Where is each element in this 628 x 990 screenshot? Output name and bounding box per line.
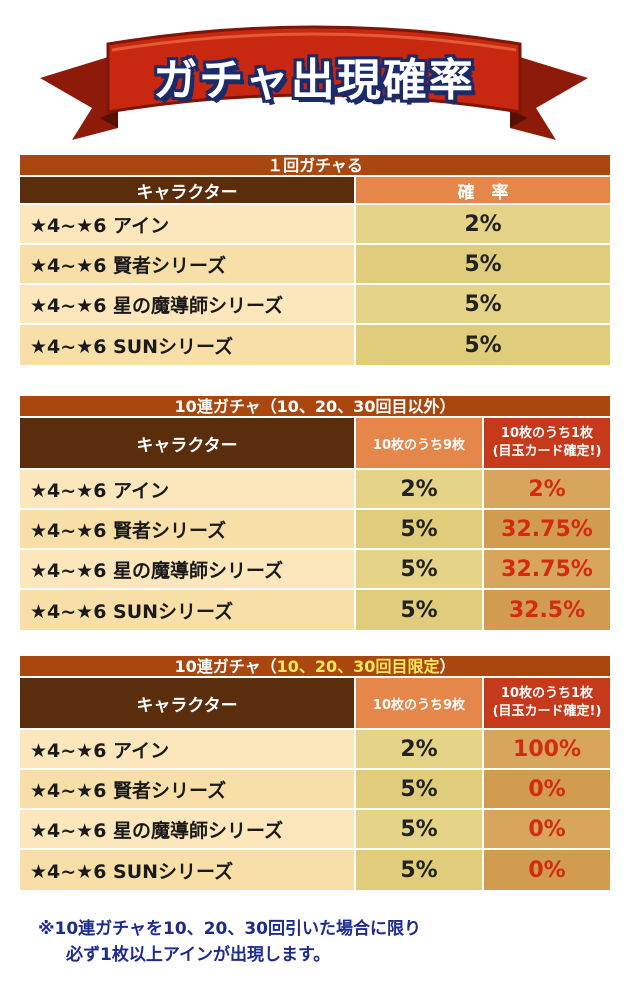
nine-card-rate: 5% [356,550,482,588]
one-card-rate: 0% [482,810,610,848]
table-title-highlight: 10、20、30回目限定 [276,657,440,676]
table-body: ★4~★6 アイン 2% 2% ★4~★6 賢者シリーズ 5% 32.75% ★… [20,470,610,630]
header-one-card: 10枚のうち1枚 (目玉カード確定!) [482,418,610,468]
header-character: キャラクター [20,678,356,728]
single-gacha-table: １回ガチャる キャラクター 確 率 ★4~★6 アイン 2% ★4~★6 賢者シ… [20,155,610,365]
footnote: ※10連ガチャを10、20、30回引いた場合に限り 必ず1枚以上アインが出現しま… [38,916,608,968]
one-card-rate: 0% [482,770,610,808]
rate-value: 5% [356,325,610,365]
table-row: ★4~★6 SUNシリーズ 5% 32.5% [20,590,610,630]
character-name: ★4~★6 賢者シリーズ [20,770,356,808]
table-row: ★4~★6 賢者シリーズ 5% 32.75% [20,510,610,550]
one-card-rate: 32.75% [482,510,610,548]
one-card-rate: 32.75% [482,550,610,588]
one-card-rate: 100% [482,730,610,768]
table-row: ★4~★6 賢者シリーズ 5% [20,245,610,285]
nine-card-rate: 5% [356,510,482,548]
footnote-line1: ※10連ガチャを10、20、30回引いた場合に限り [38,919,421,939]
character-name: ★4~★6 SUNシリーズ [20,850,356,890]
table-row: ★4~★6 星の魔導師シリーズ 5% [20,285,610,325]
table-body: ★4~★6 アイン 2% 100% ★4~★6 賢者シリーズ 5% 0% ★4~… [20,730,610,890]
ten-pull-table: 10連ガチャ（10、20、30回目以外） キャラクター 10枚のうち9枚 10枚… [20,396,610,630]
table-row: ★4~★6 SUNシリーズ 5% [20,325,610,365]
table-title: 10連ガチャ（10、20、30回目限定） [20,656,610,678]
table-title-suffix: ） [439,657,456,676]
character-name: ★4~★6 SUNシリーズ [20,325,356,365]
header-one-card-line1: 10枚のうち1枚 [500,686,594,701]
ten-pull-milestone-table: 10連ガチャ（10、20、30回目限定） キャラクター 10枚のうち9枚 10枚… [20,656,610,890]
header-character: キャラクター [20,418,356,468]
table-row: ★4~★6 SUNシリーズ 5% 0% [20,850,610,890]
header-one-card-line1: 10枚のうち1枚 [500,426,594,441]
nine-card-rate: 2% [356,470,482,508]
header-one-card-line2: (目玉カード確定!) [492,444,602,459]
nine-card-rate: 5% [356,810,482,848]
table-header: キャラクター 10枚のうち9枚 10枚のうち1枚 (目玉カード確定!) [20,678,610,730]
table-row: ★4~★6 賢者シリーズ 5% 0% [20,770,610,810]
character-name: ★4~★6 アイン [20,205,356,243]
one-card-rate: 2% [482,470,610,508]
character-name: ★4~★6 アイン [20,730,356,768]
character-name: ★4~★6 賢者シリーズ [20,245,356,283]
table-row: ★4~★6 アイン 2% 2% [20,470,610,510]
header-rate: 確 率 [356,177,610,203]
table-row: ★4~★6 アイン 2% 100% [20,730,610,770]
table-row: ★4~★6 星の魔導師シリーズ 5% 0% [20,810,610,850]
character-name: ★4~★6 星の魔導師シリーズ [20,285,356,323]
header-one-card-line2: (目玉カード確定!) [492,704,602,719]
rate-value: 2% [356,205,610,243]
rate-value: 5% [356,245,610,283]
table-header: キャラクター 確 率 [20,177,610,205]
character-name: ★4~★6 賢者シリーズ [20,510,356,548]
one-card-rate: 0% [482,850,610,890]
one-card-rate: 32.5% [482,590,610,630]
nine-card-rate: 5% [356,850,482,890]
table-title: 10連ガチャ（10、20、30回目以外） [20,396,610,418]
nine-card-rate: 2% [356,730,482,768]
table-header: キャラクター 10枚のうち9枚 10枚のうち1枚 (目玉カード確定!) [20,418,610,470]
title-banner: ガチャ出現確率 [0,0,628,150]
page-title: ガチャ出現確率 [153,55,475,106]
rate-value: 5% [356,285,610,323]
table-row: ★4~★6 アイン 2% [20,205,610,245]
character-name: ★4~★6 星の魔導師シリーズ [20,550,356,588]
header-one-card: 10枚のうち1枚 (目玉カード確定!) [482,678,610,728]
table-title: １回ガチャる [20,155,610,177]
table-body: ★4~★6 アイン 2% ★4~★6 賢者シリーズ 5% ★4~★6 星の魔導師… [20,205,610,365]
nine-card-rate: 5% [356,590,482,630]
character-name: ★4~★6 アイン [20,470,356,508]
header-nine-cards: 10枚のうち9枚 [356,678,482,728]
header-character: キャラクター [20,177,356,203]
nine-card-rate: 5% [356,770,482,808]
header-nine-cards: 10枚のうち9枚 [356,418,482,468]
table-title-prefix: 10連ガチャ（ [174,657,277,676]
footnote-line2: 必ず1枚以上アインが出現します。 [66,945,331,965]
table-row: ★4~★6 星の魔導師シリーズ 5% 32.75% [20,550,610,590]
ribbon-graphic [40,25,588,140]
character-name: ★4~★6 SUNシリーズ [20,590,356,630]
character-name: ★4~★6 星の魔導師シリーズ [20,810,356,848]
